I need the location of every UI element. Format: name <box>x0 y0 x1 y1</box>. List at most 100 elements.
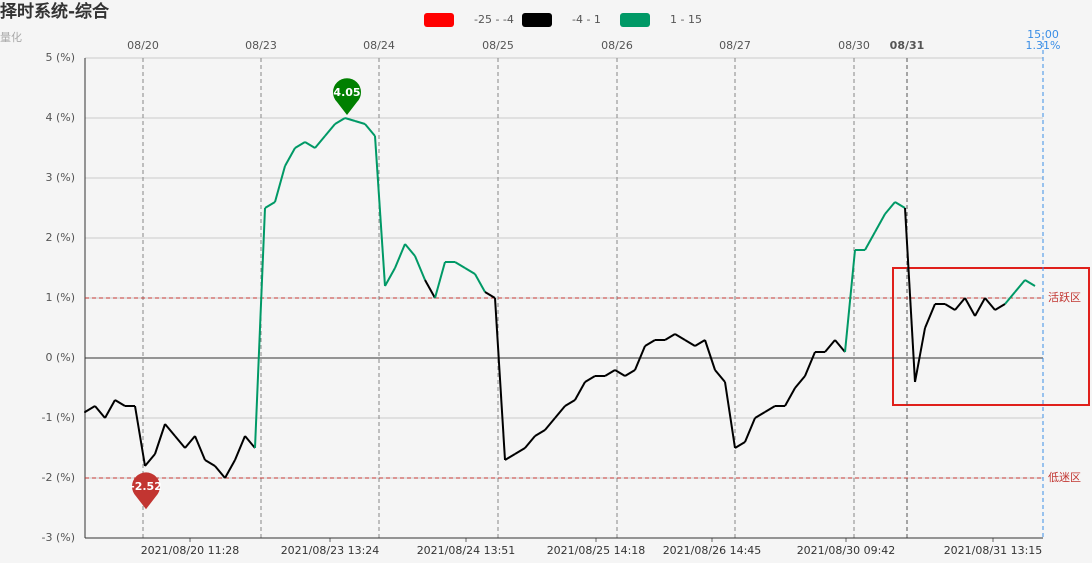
legend-swatch <box>522 13 552 27</box>
line-segment <box>1004 291 1016 305</box>
line-segment <box>324 123 336 137</box>
line-segment <box>544 417 556 431</box>
line-segment <box>154 423 166 455</box>
marker-pin <box>132 472 161 510</box>
line-segment <box>184 435 196 449</box>
legend-label: 1 - 15 <box>670 13 702 26</box>
line-segment <box>164 423 176 437</box>
chart-subtitle: 量化 <box>0 30 22 44</box>
line-segment <box>764 405 776 413</box>
legend-swatch <box>424 13 454 27</box>
y-tick-label: 5 (%) <box>45 51 75 64</box>
x-tick-label: 2021/08/25 14:18 <box>547 544 646 557</box>
line-segment <box>924 303 936 329</box>
line-segment <box>284 147 296 167</box>
line-segment <box>514 447 526 455</box>
line-segment <box>974 297 986 317</box>
mark-line-label: 活跃区 <box>1048 290 1081 304</box>
x-tick-label: 2021/08/31 13:15 <box>944 544 1043 557</box>
line-segment <box>294 141 306 149</box>
line-segment <box>134 405 146 467</box>
line-segment <box>404 243 416 257</box>
line-segment <box>824 339 836 353</box>
line-segment <box>174 435 186 449</box>
y-tick-label: -3 (%) <box>42 531 76 544</box>
line-segment <box>314 135 326 149</box>
line-segment <box>434 261 446 299</box>
y-tick-label: 4 (%) <box>45 111 75 124</box>
line-segment <box>984 297 996 311</box>
line-segment <box>194 435 206 461</box>
line-segment <box>254 207 266 449</box>
line-segment <box>204 459 216 467</box>
line-segment <box>564 399 576 407</box>
legend-swatch <box>620 13 650 27</box>
line-segment <box>234 435 246 461</box>
y-tick-label: -2 (%) <box>42 471 76 484</box>
line-segment <box>144 453 156 467</box>
line-segment <box>384 267 396 287</box>
line-segment <box>274 165 286 203</box>
x-tick-label: 2021/08/23 13:24 <box>281 544 380 557</box>
line-segment <box>1024 279 1036 287</box>
line-segment <box>394 243 406 269</box>
line-segment <box>574 381 586 401</box>
line-segment <box>874 213 886 233</box>
x-tick-label: 2021/08/26 14:45 <box>663 544 762 557</box>
day-label: 08/24 <box>363 39 395 52</box>
marker-label: 4.05 <box>333 86 360 99</box>
line-segment <box>344 117 356 122</box>
line-segment <box>904 207 916 383</box>
marker-pin <box>333 78 362 115</box>
line-segment <box>1014 279 1026 293</box>
line-segment <box>584 375 596 383</box>
line-segment <box>304 141 316 149</box>
line-segment <box>534 429 546 437</box>
line-segment <box>554 405 566 419</box>
line-segment <box>994 303 1006 311</box>
line-segment <box>454 261 466 269</box>
x-tick-label: 2021/08/24 13:51 <box>417 544 516 557</box>
line-segment <box>484 291 496 299</box>
x-tick-label: 2021/08/20 11:28 <box>141 544 240 557</box>
line-segment <box>704 339 716 371</box>
line-segment <box>354 120 366 125</box>
line-segment <box>244 435 256 449</box>
line-segment <box>734 441 746 449</box>
line-segment <box>604 369 616 377</box>
line-segment <box>964 297 976 317</box>
line-segment <box>364 123 376 137</box>
line-segment <box>694 339 706 347</box>
cursor-time: 15:00 <box>1027 28 1059 41</box>
line-segment <box>614 369 626 377</box>
mark-line-label: 低迷区 <box>1048 471 1081 484</box>
y-tick-label: 3 (%) <box>45 171 75 184</box>
line-segment <box>114 399 126 407</box>
line-segment <box>504 453 516 461</box>
line-segment <box>684 339 696 347</box>
y-tick-label: -1 (%) <box>42 411 76 424</box>
day-label: 08/20 <box>127 39 159 52</box>
line-segment <box>474 273 486 293</box>
line-segment <box>524 435 536 449</box>
line-segment <box>744 417 756 443</box>
line-segment <box>214 465 226 479</box>
chart-title: 择时系统-综合 <box>0 1 110 22</box>
line-segment <box>954 297 966 311</box>
cursor-value: 1.31% <box>1026 39 1061 52</box>
line-segment <box>634 345 646 371</box>
line-segment <box>334 117 346 125</box>
line-segment <box>104 399 116 419</box>
line-segment <box>494 297 506 461</box>
line-segment <box>664 333 676 341</box>
line-segment <box>834 339 846 353</box>
marker-label: -2.52 <box>130 480 162 493</box>
y-tick-label: 2 (%) <box>45 231 75 244</box>
day-label: 08/26 <box>601 39 633 52</box>
line-segment <box>894 201 906 209</box>
line-segment <box>414 255 426 281</box>
line-segment <box>264 201 276 209</box>
line-segment <box>754 411 766 419</box>
line-segment <box>464 267 476 275</box>
